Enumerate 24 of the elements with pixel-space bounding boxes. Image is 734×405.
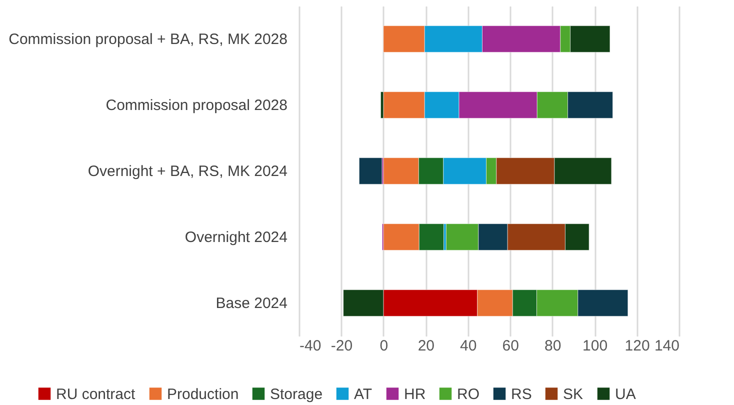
y-tick-label: Commission proposal + BA, RS, MK 2028: [8, 31, 288, 48]
x-tick-label: 0: [380, 338, 388, 354]
y-tick-label: Commission proposal 2028: [106, 97, 288, 114]
legend-label: RS: [511, 386, 532, 403]
x-tick-label: 20: [418, 338, 435, 354]
legend-label: RU contract: [56, 386, 136, 403]
x-tick-label: 120: [624, 338, 650, 354]
y-tick-label: Overnight 2024: [184, 229, 288, 246]
legend-label: UA: [615, 386, 636, 403]
x-tick-label: -40: [300, 338, 322, 354]
legend-label: RO: [457, 386, 480, 403]
legend-label: Production: [167, 386, 239, 403]
x-tick-label: -20: [330, 338, 353, 354]
x-tick-label: 140: [654, 338, 680, 354]
y-tick-label: Base 2024: [216, 295, 288, 312]
legend-label: AT: [354, 386, 372, 403]
legend-label: HR: [404, 386, 426, 403]
x-tick-label: 100: [582, 338, 608, 354]
x-tick-label: 40: [460, 338, 477, 354]
legend-label: Storage: [270, 386, 323, 403]
x-tick-label: 60: [502, 338, 519, 354]
legend-label: SK: [563, 386, 584, 403]
y-tick-label: Overnight + BA, RS, MK 2024: [88, 163, 288, 180]
x-tick-label: 80: [544, 338, 562, 354]
